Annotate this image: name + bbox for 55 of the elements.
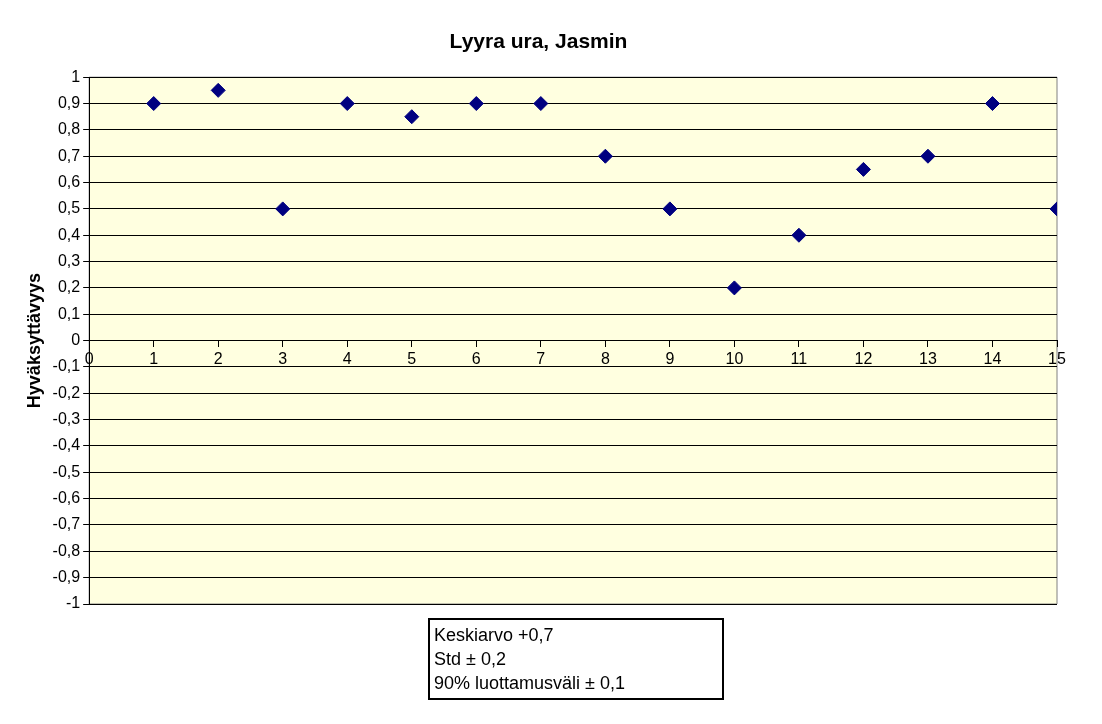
point <box>404 109 420 125</box>
text: Std ± 0,2 <box>434 648 507 671</box>
y-tick-label: 0 <box>71 331 81 349</box>
point <box>920 148 936 164</box>
x-tick-label: 8 <box>600 349 610 367</box>
x-tick-label: 5 <box>407 349 417 367</box>
point <box>855 161 871 177</box>
y-tick-label: -0,7 <box>52 515 81 533</box>
point <box>210 82 226 98</box>
x-tick-label: 14 <box>983 349 1002 367</box>
x-tick-label: 6 <box>471 349 481 367</box>
y-tick-label: -0,6 <box>52 489 81 507</box>
x-tick-label: 1 <box>149 349 159 367</box>
point <box>597 148 613 164</box>
point <box>339 96 355 112</box>
y-tick-label: 0,5 <box>57 199 81 217</box>
point <box>533 96 549 112</box>
y-tick-label: -0,5 <box>52 462 81 480</box>
y-tick-label: 1 <box>71 67 81 85</box>
y-tick-label: -0,2 <box>52 383 81 401</box>
x-tick-label: 3 <box>278 349 288 367</box>
point <box>275 201 291 217</box>
x-tick-label: 11 <box>790 349 808 367</box>
text: 90% luottamusväli ± 0,1 <box>434 672 626 695</box>
x-tick-label: 4 <box>342 349 352 367</box>
x-tick-label: 7 <box>536 349 546 367</box>
y-tick-label: 0,2 <box>57 278 81 296</box>
y-tick-label: 0,9 <box>57 93 81 111</box>
x-tick-label: 15 <box>1048 349 1066 367</box>
y-axis-title: Hyväksyttävyys <box>23 273 44 409</box>
y-tick-label: 0,1 <box>57 304 81 322</box>
point <box>146 96 162 112</box>
y-tick-label: -0,3 <box>52 410 81 428</box>
y-tick-label: -0,4 <box>52 436 81 454</box>
point <box>791 227 807 243</box>
y-tick-label: -1 <box>65 594 81 612</box>
y-tick-label: -0,1 <box>52 357 81 375</box>
text: Keskiarvo +0,7 <box>434 624 555 647</box>
y-tick-label: -0,9 <box>52 568 81 586</box>
y-tick-label: 0,8 <box>57 120 81 138</box>
y-tick-label: 0,4 <box>57 225 81 243</box>
point <box>468 96 484 112</box>
x-tick-label: 2 <box>213 349 223 367</box>
point <box>984 96 1000 112</box>
x-tick-label: 12 <box>854 349 873 367</box>
y-tick-label: 0,7 <box>57 146 81 164</box>
x-tick-label: 10 <box>725 349 744 367</box>
x-tick-label: 13 <box>919 349 937 367</box>
y-tick-label: 0,6 <box>57 172 81 190</box>
point <box>662 201 678 217</box>
chart-title: Lyyra ura, Jasmin <box>449 29 628 53</box>
point <box>726 280 742 296</box>
x-tick-label: 9 <box>665 349 675 367</box>
y-tick-label: -0,8 <box>52 541 81 559</box>
y-tick-label: 0,3 <box>57 251 81 269</box>
